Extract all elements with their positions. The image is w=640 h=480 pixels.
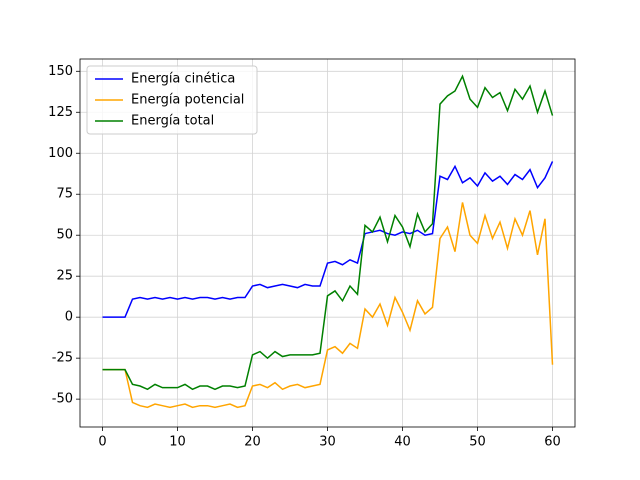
lines [102, 74, 554, 409]
legend-label: Energía total [131, 114, 214, 129]
x-tick-label: 50 [469, 435, 486, 450]
y-tick-label: 75 [56, 187, 73, 202]
y-tick-label: 50 [56, 228, 73, 243]
x-tick-label: 10 [169, 435, 186, 450]
y-tick-label: -25 [52, 351, 73, 366]
y-tick-label: 150 [48, 64, 73, 79]
y-tick-label: 25 [56, 269, 73, 284]
x-tick-label: 20 [244, 435, 261, 450]
data-line [102, 161, 554, 318]
x-tick-label: 30 [319, 435, 336, 450]
y-tick-label: 0 [65, 310, 73, 325]
y-tick-label: 100 [48, 146, 73, 161]
x-tick-label: 40 [394, 435, 411, 450]
legend-label: Energía cinética [131, 72, 235, 87]
data-line [102, 74, 554, 391]
y-tick-label: 125 [48, 105, 73, 120]
y-tick-label: -50 [52, 392, 73, 407]
legend: Energía cinética Energía potencial Energía… [86, 65, 258, 135]
legend-box [86, 65, 258, 135]
data-line [102, 202, 554, 409]
x-tick-label: 60 [544, 435, 561, 450]
legend-label: Energía potencial [131, 93, 244, 108]
x-tick-label: 0 [98, 435, 106, 450]
